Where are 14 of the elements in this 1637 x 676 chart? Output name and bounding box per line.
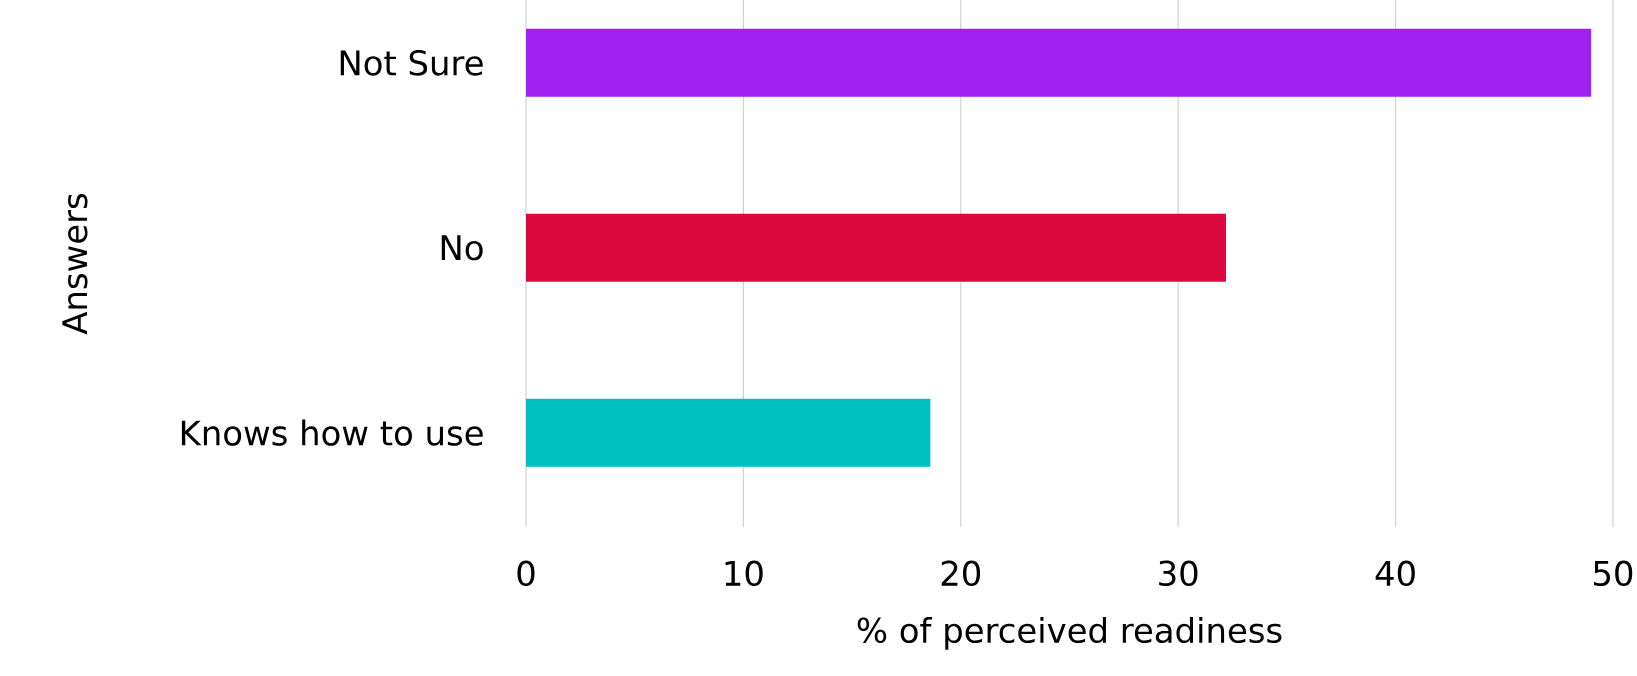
x-tick-label: 0	[517, 560, 535, 587]
y-tick-label: No	[441, 235, 483, 261]
x-tick-label: 30	[1159, 560, 1198, 587]
x-tick-label: 40	[1375, 560, 1415, 587]
x-tick-label: 10	[725, 560, 763, 587]
x-axis-title: % of perceived readiness	[857, 616, 1282, 650]
bar	[526, 213, 1226, 282]
bar	[526, 398, 931, 467]
bar	[526, 28, 1592, 97]
y-tick-label: Not Sure	[340, 50, 483, 76]
x-tick-label: 20	[941, 560, 981, 587]
y-tick-label: Knows how to use	[181, 419, 483, 446]
x-tick-label: 50	[1594, 560, 1633, 587]
y-axis-title: Answers	[62, 193, 88, 335]
